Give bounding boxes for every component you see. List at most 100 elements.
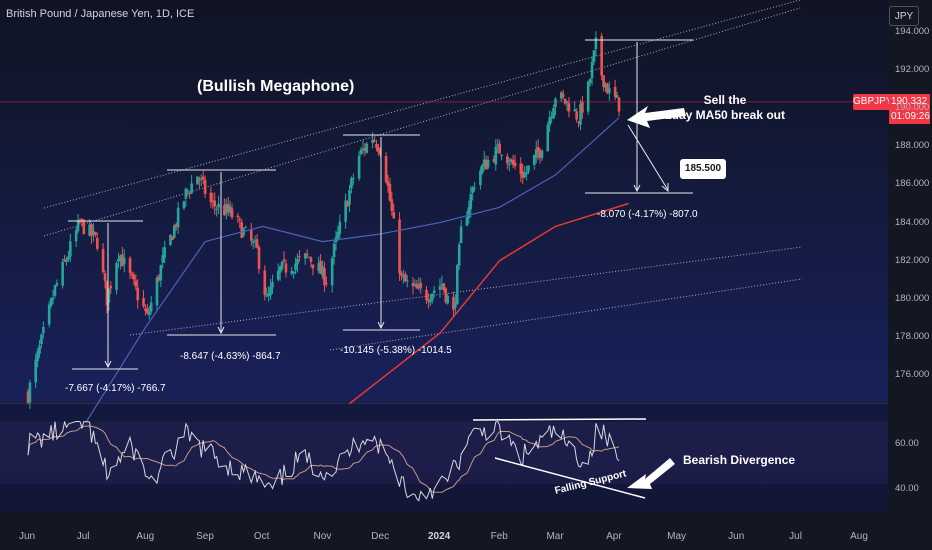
candle — [567, 96, 571, 118]
candle-body — [500, 154, 503, 156]
rsi-band — [0, 422, 888, 484]
candle — [121, 246, 124, 267]
candle — [142, 290, 145, 309]
candle — [525, 165, 528, 181]
candle-body — [265, 295, 269, 297]
candle — [417, 277, 421, 291]
candle — [157, 274, 161, 283]
candle — [594, 31, 598, 57]
candle-body — [38, 345, 41, 354]
time-tick: Jun — [19, 531, 36, 542]
measure-label-3: -10.145 (-5.38%) -1014.5 — [340, 345, 452, 356]
time-tick: Nov — [313, 531, 332, 542]
candle-body — [452, 297, 455, 310]
candle — [42, 321, 45, 339]
time-tick: Apr — [606, 531, 622, 542]
sell-arrow — [627, 106, 686, 128]
candle-body — [321, 266, 324, 276]
price-tick: 176.000 — [895, 369, 930, 380]
measure-label-4: -8.070 (-4.17%) -807.0 — [597, 209, 698, 220]
candle-body — [613, 86, 617, 97]
candle — [90, 222, 93, 244]
candle — [352, 173, 355, 186]
candle-body — [482, 159, 486, 166]
candle-body — [228, 206, 232, 213]
candle-body — [384, 156, 388, 182]
candle — [136, 279, 140, 309]
candle-body — [398, 219, 401, 274]
candle — [92, 223, 95, 242]
candle — [384, 152, 388, 184]
candle — [432, 286, 436, 298]
candle-body — [103, 273, 107, 281]
candle-body — [390, 199, 394, 211]
candle — [363, 142, 367, 157]
candle — [325, 276, 328, 287]
price-tick: 192.000 — [895, 64, 930, 76]
candle-body — [498, 143, 501, 154]
candle-body — [323, 268, 326, 286]
candle-body — [26, 391, 30, 403]
currency-button[interactable]: JPY — [889, 6, 919, 26]
candle — [590, 56, 594, 86]
candle — [467, 200, 471, 224]
candle-body — [527, 165, 530, 172]
candle — [536, 139, 540, 161]
candle — [228, 200, 232, 217]
candle — [534, 140, 538, 164]
candle — [236, 212, 240, 223]
candle — [344, 193, 347, 229]
candle-body — [76, 220, 80, 232]
candle-body — [586, 81, 590, 112]
candle — [201, 170, 205, 185]
candle-body — [513, 162, 517, 167]
candle-body — [579, 103, 582, 125]
measure-2 — [167, 169, 276, 336]
candle-body — [363, 147, 367, 151]
candle — [425, 285, 428, 304]
time-tick: Aug — [136, 531, 155, 542]
candle — [317, 256, 320, 274]
price-tick: 190.000 — [895, 102, 930, 114]
ma50-line — [85, 117, 620, 423]
candle-body — [573, 109, 577, 112]
time-tick: Sep — [196, 531, 214, 542]
candle-body — [388, 183, 392, 201]
price-tick: 178.000 — [895, 330, 930, 342]
candle — [49, 297, 53, 309]
candle-body — [467, 207, 471, 218]
candle-body — [602, 75, 605, 88]
measure-label-1: -7.667 (-4.17%) -766.7 — [65, 383, 166, 394]
candle — [251, 238, 255, 250]
candle-body — [122, 257, 126, 265]
price-tick: 184.000 — [895, 216, 930, 228]
candle — [615, 91, 619, 98]
candle-body — [332, 243, 336, 258]
candle — [427, 293, 430, 309]
candle — [309, 256, 313, 268]
candle — [96, 232, 99, 251]
candle — [346, 200, 349, 207]
candle-body — [492, 159, 496, 162]
candle-body — [604, 83, 607, 88]
candle-body — [590, 62, 594, 79]
candle — [305, 249, 309, 259]
candle-body — [538, 150, 542, 158]
candle — [269, 278, 272, 300]
candle — [455, 263, 459, 305]
candle — [465, 210, 469, 227]
candle — [28, 379, 32, 409]
candle-body — [534, 149, 538, 158]
candle-body — [159, 265, 163, 281]
candle — [377, 143, 380, 156]
candle-body — [536, 146, 540, 153]
candle — [494, 139, 498, 171]
candle — [430, 293, 434, 304]
candle — [69, 233, 72, 262]
candle-body — [525, 172, 528, 175]
symbol-badge: GBPJPY — [853, 94, 892, 110]
candle — [507, 157, 511, 172]
candle-body — [365, 143, 369, 153]
measure-3 — [343, 134, 420, 331]
